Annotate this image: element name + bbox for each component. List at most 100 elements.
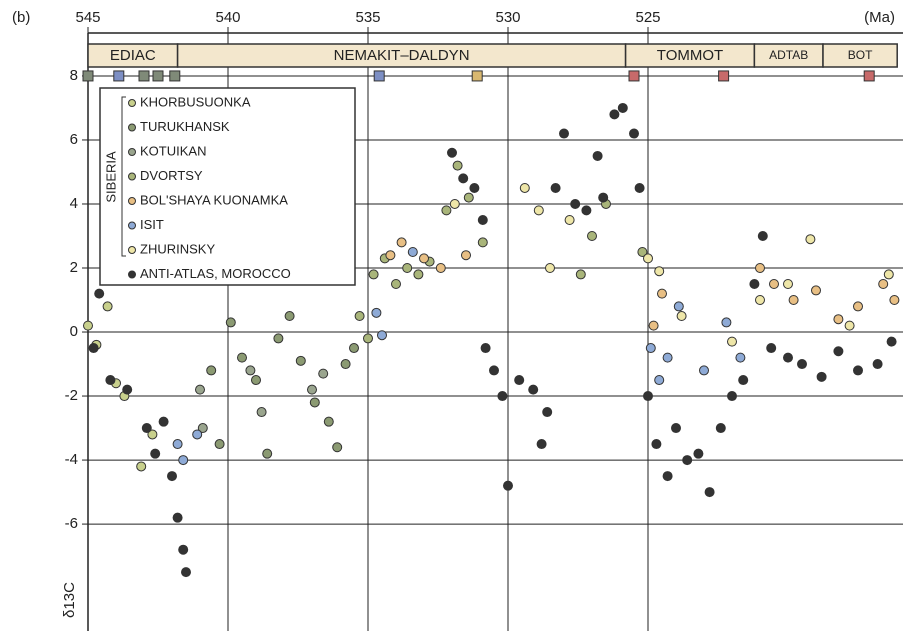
data-point bbox=[452, 160, 463, 171]
x-tick-label: 535 bbox=[355, 9, 380, 26]
data-point bbox=[844, 320, 855, 331]
data-point bbox=[295, 355, 306, 366]
y-tick-label: 4 bbox=[70, 195, 78, 212]
data-point bbox=[519, 182, 530, 193]
data-point bbox=[447, 147, 457, 158]
data-point bbox=[477, 237, 488, 248]
tie-point bbox=[82, 70, 94, 82]
data-point bbox=[598, 192, 609, 203]
data-point bbox=[105, 375, 116, 386]
data-point bbox=[167, 471, 177, 482]
legend: KHORBUSUONKA TURUKHANSK KOTUIKAN DVORTSY BOL… bbox=[99, 87, 356, 286]
data-point bbox=[755, 263, 765, 274]
data-point bbox=[783, 352, 793, 363]
data-point bbox=[617, 102, 628, 113]
data-point bbox=[461, 250, 471, 261]
data-point bbox=[273, 333, 284, 344]
legend-marker bbox=[128, 172, 136, 181]
data-point bbox=[477, 214, 488, 225]
data-point bbox=[332, 442, 343, 453]
x-axis-label: (Ma) bbox=[864, 9, 895, 26]
data-point bbox=[783, 279, 793, 290]
legend-marker bbox=[128, 197, 136, 205]
legend-marker bbox=[128, 221, 136, 230]
data-point bbox=[172, 439, 183, 450]
legend-group-label: SIBERIA bbox=[103, 151, 118, 203]
tie-point bbox=[863, 70, 875, 82]
data-point bbox=[147, 429, 158, 440]
legend-label: DVORTSY bbox=[140, 168, 203, 183]
data-point bbox=[805, 234, 816, 245]
data-point bbox=[749, 279, 760, 290]
legend-marker bbox=[128, 99, 136, 107]
data-point bbox=[662, 471, 673, 482]
data-point bbox=[385, 250, 396, 261]
y-tick-label: 0 bbox=[70, 323, 78, 340]
data-point bbox=[206, 365, 217, 376]
stage-label: ADTAB bbox=[769, 48, 808, 62]
data-point bbox=[528, 384, 539, 395]
data-point bbox=[886, 336, 897, 347]
data-point bbox=[651, 439, 662, 450]
data-point bbox=[172, 512, 183, 523]
x-tick-label: 540 bbox=[215, 9, 240, 26]
tie-point bbox=[169, 70, 181, 82]
data-point bbox=[542, 407, 553, 418]
data-point bbox=[766, 343, 777, 354]
data-point bbox=[141, 423, 152, 434]
data-point bbox=[581, 205, 592, 216]
tie-point bbox=[628, 70, 640, 82]
data-point bbox=[536, 439, 547, 450]
legend-marker bbox=[128, 270, 136, 279]
legend-marker bbox=[128, 123, 136, 132]
data-point bbox=[648, 320, 659, 331]
y-axis-label: δ13C bbox=[61, 582, 78, 618]
y-tick-label: 6 bbox=[70, 131, 78, 148]
data-point bbox=[514, 375, 525, 386]
data-point bbox=[371, 307, 382, 318]
data-point bbox=[727, 336, 737, 347]
data-point bbox=[192, 429, 203, 440]
legend-label: TURUKHANSK bbox=[140, 119, 230, 134]
data-point bbox=[699, 365, 709, 376]
data-point bbox=[575, 269, 586, 280]
data-point bbox=[833, 346, 844, 357]
y-tick-label: 2 bbox=[70, 259, 78, 276]
data-point bbox=[368, 269, 379, 280]
data-point bbox=[363, 333, 373, 344]
data-point bbox=[693, 448, 704, 459]
data-point bbox=[629, 128, 639, 139]
data-point bbox=[463, 192, 474, 203]
data-point bbox=[391, 279, 401, 290]
data-point bbox=[637, 246, 648, 257]
data-point bbox=[441, 205, 452, 216]
y-tick-label: 8 bbox=[70, 67, 78, 84]
data-point bbox=[262, 448, 273, 459]
data-point bbox=[654, 375, 665, 386]
legend-marker bbox=[128, 246, 136, 254]
data-point bbox=[570, 198, 581, 209]
tie-point bbox=[471, 70, 483, 82]
data-point bbox=[449, 198, 460, 209]
stage-label: BOT bbox=[848, 48, 873, 62]
data-point bbox=[735, 352, 746, 363]
x-tick-label: 525 bbox=[635, 9, 660, 26]
data-point bbox=[592, 150, 603, 161]
data-point bbox=[377, 330, 387, 341]
data-point bbox=[245, 365, 256, 376]
legend-label: BOL'SHAYA KUONAMKA bbox=[140, 192, 288, 207]
data-point bbox=[237, 352, 247, 363]
legend-label: ISIT bbox=[140, 217, 164, 232]
tie-point bbox=[138, 70, 150, 82]
data-point bbox=[309, 397, 320, 408]
data-point bbox=[407, 246, 418, 257]
data-point bbox=[349, 343, 359, 354]
data-point bbox=[755, 295, 765, 306]
data-point bbox=[480, 343, 491, 354]
data-point bbox=[458, 173, 469, 184]
data-point bbox=[419, 253, 429, 264]
data-point bbox=[797, 359, 807, 370]
data-point bbox=[489, 365, 499, 376]
tie-point bbox=[718, 70, 730, 82]
data-point bbox=[497, 391, 508, 402]
